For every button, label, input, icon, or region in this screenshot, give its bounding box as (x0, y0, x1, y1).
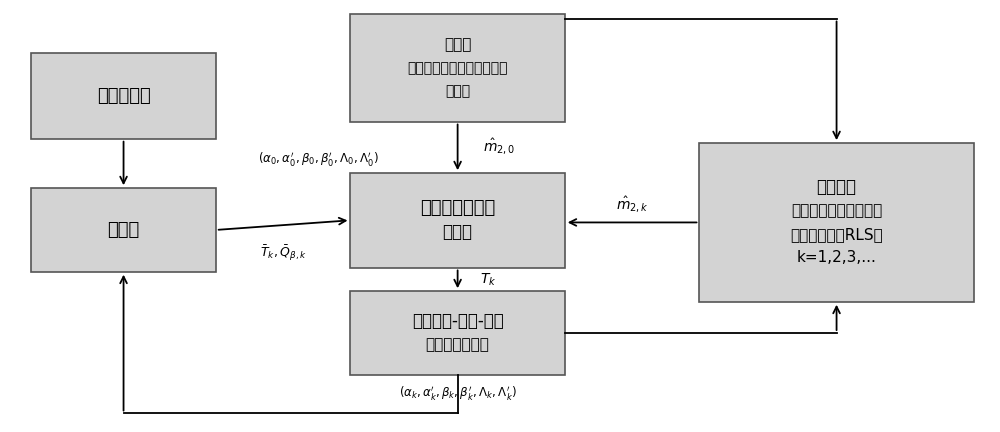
Text: $\hat{m}_{2,k}$: $\hat{m}_{2,k}$ (616, 195, 649, 216)
Text: k=1,2,3,...: k=1,2,3,... (797, 251, 876, 265)
Text: 系统动力学方程: 系统动力学方程 (426, 337, 490, 352)
Text: （在后抓捕阶段获得的辨识: （在后抓捕阶段获得的辨识 (407, 61, 508, 75)
Text: 本体卫星-系绳-目标: 本体卫星-系绳-目标 (412, 312, 503, 330)
Bar (350, 173, 565, 267)
Text: 施加在系绳上的: 施加在系绳上的 (420, 200, 495, 217)
Text: $(\alpha_k,\alpha_k^{\prime},\beta_k,\beta_k^{\prime},\Lambda_k,\Lambda_k^{\prim: $(\alpha_k,\alpha_k^{\prime},\beta_k,\be… (399, 385, 517, 403)
Bar (699, 143, 974, 302)
Text: 初始值: 初始值 (444, 37, 471, 52)
Bar (350, 14, 565, 121)
Text: $\hat{m}_{2,0}$: $\hat{m}_{2,0}$ (483, 137, 515, 157)
Text: 结果）: 结果） (445, 85, 470, 98)
Bar (350, 291, 565, 375)
Text: 参数辨识: 参数辨识 (817, 178, 857, 196)
Bar (31, 53, 216, 139)
Text: 控制律: 控制律 (107, 221, 140, 239)
Text: $T_k$: $T_k$ (480, 271, 496, 288)
Text: 具有可遗忘因子的递推: 具有可遗忘因子的递推 (791, 203, 882, 218)
Text: $(\alpha_0,\alpha_0^{\prime},\beta_0,\beta_0^{\prime},\Lambda_0,\Lambda_0^{\prim: $(\alpha_0,\alpha_0^{\prime},\beta_0,\be… (258, 150, 379, 168)
Text: 初始测量值: 初始测量值 (97, 87, 150, 105)
Text: 控制力: 控制力 (443, 223, 473, 241)
Text: 最小二乘法（RLS）: 最小二乘法（RLS） (790, 227, 883, 242)
Bar (31, 188, 216, 272)
Text: $\bar{T}_k,\bar{Q}_{\beta,k}$: $\bar{T}_k,\bar{Q}_{\beta,k}$ (260, 244, 307, 264)
